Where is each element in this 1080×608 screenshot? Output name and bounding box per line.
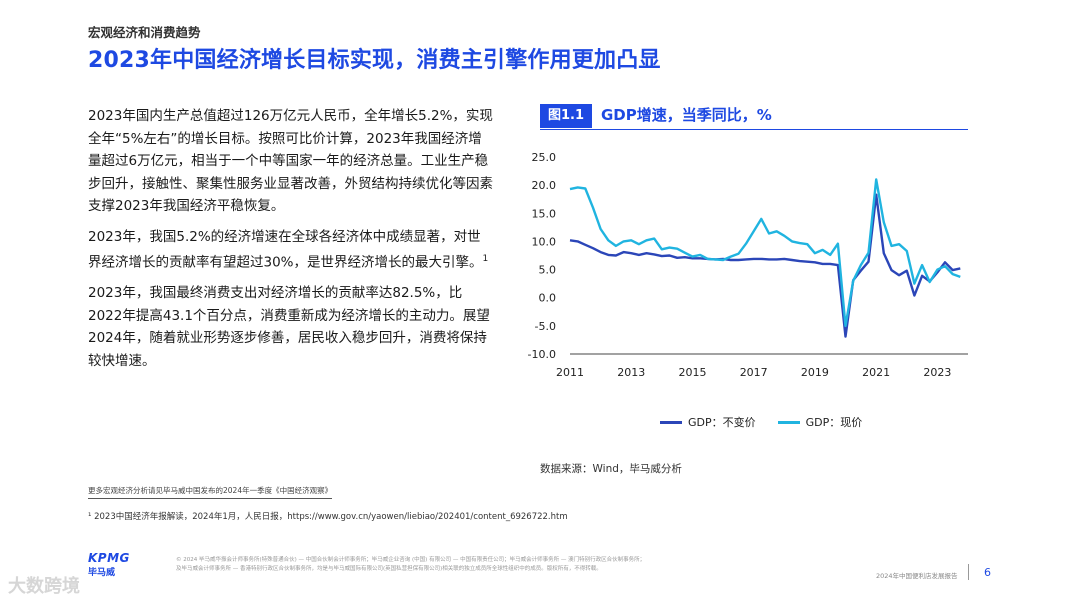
paragraph-2-text: 2023年，我国5.2%的经济增速在全球各经济体中成绩显著，对世界经济增长的贡献… bbox=[88, 228, 483, 271]
x-tick-label: 2013 bbox=[617, 366, 645, 379]
page-title: 2023年中国经济增长目标实现，消费主引擎作用更加凸显 bbox=[88, 48, 661, 73]
page-number: 6 bbox=[984, 566, 991, 579]
legend-label-constant-price: GDP：不变价 bbox=[688, 416, 756, 429]
x-tick-label: 2015 bbox=[678, 366, 706, 379]
y-tick-label: 0.0 bbox=[539, 292, 557, 305]
y-tick-label: 20.0 bbox=[532, 179, 557, 192]
legend-item-current-price: GDP：现价 bbox=[777, 414, 863, 430]
y-tick-label: -5.0 bbox=[535, 320, 556, 333]
report-name: 2024年中国便利店发展报告 bbox=[876, 572, 958, 580]
y-tick-label: 10.0 bbox=[532, 235, 557, 248]
y-tick-label: -10.0 bbox=[528, 348, 556, 361]
footnote: ¹ 2023中国经济年报解读，2024年1月，人民日报，https://www.… bbox=[88, 512, 568, 522]
figure-title: GDP增速，当季同比，% bbox=[601, 106, 772, 124]
paragraph-3: 2023年，我国最终消费支出对经济增长的贡献率达82.5%，比2022年提高43… bbox=[88, 285, 490, 369]
x-tick-label: 2017 bbox=[740, 366, 768, 379]
series-line-constant-price bbox=[569, 193, 961, 338]
body-text: 2023年国内生产总值超过126万亿元人民币，全年增长5.2%，实现全年“5%左… bbox=[88, 105, 493, 380]
figure-label: 图1.1 bbox=[540, 104, 593, 128]
x-tick-label: 2019 bbox=[801, 366, 829, 379]
x-tick-label: 2023 bbox=[923, 366, 951, 379]
logo-mark: KPMG bbox=[88, 551, 130, 565]
legend-swatch-current-price bbox=[777, 420, 800, 424]
x-tick-label: 2011 bbox=[556, 366, 584, 379]
paragraph-2: 2023年，我国5.2%的经济增速在全球各经济体中成绩显著，对世界经济增长的贡献… bbox=[88, 226, 493, 275]
chart-legend: GDP：不变价 GDP：现价 bbox=[660, 414, 862, 430]
legal-line-2: 及毕马威会计师事务所 — 香港特别行政区合伙制事务所，均是与毕马威国际有限公司(… bbox=[176, 565, 602, 572]
footnote-mark: 1 bbox=[482, 254, 489, 264]
legal-line-1: © 2024 毕马威华振会计师事务所(特殊普通合伙) — 中国合伙制会计师事务所… bbox=[176, 557, 646, 563]
legend-item-constant-price: GDP：不变价 bbox=[660, 414, 756, 430]
section-label: 宏观经济和消费趋势 bbox=[88, 25, 201, 40]
legal-text: © 2024 毕马威华振会计师事务所(特殊普通合伙) — 中国合伙制会计师事务所… bbox=[176, 556, 756, 573]
x-tick-label: 2021 bbox=[862, 366, 890, 379]
figure-title-rule bbox=[540, 129, 968, 130]
logo-cn: 毕马威 bbox=[88, 568, 116, 578]
series-line-current-price bbox=[569, 178, 961, 328]
kpmg-logo: KPMG 毕马威 bbox=[88, 551, 130, 578]
paragraph-1: 2023年国内生产总值超过126万亿元人民币，全年增长5.2%，实现全年“5%左… bbox=[88, 108, 493, 214]
y-tick-label: 15.0 bbox=[532, 207, 557, 220]
watermark: 大数跨境 bbox=[8, 576, 80, 597]
data-source: 数据来源：Wind，毕马威分析 bbox=[540, 463, 682, 475]
footer-divider bbox=[968, 564, 969, 580]
y-tick-label: 5.0 bbox=[539, 264, 557, 277]
legend-swatch-constant-price bbox=[660, 420, 682, 424]
y-tick-label: 25.0 bbox=[532, 151, 557, 164]
legend-label-current-price: GDP：现价 bbox=[805, 416, 863, 429]
more-analysis-link[interactable]: 更多宏观经济分析请见毕马威中国发布的2024年一季度《中国经济观察》 bbox=[88, 485, 333, 499]
